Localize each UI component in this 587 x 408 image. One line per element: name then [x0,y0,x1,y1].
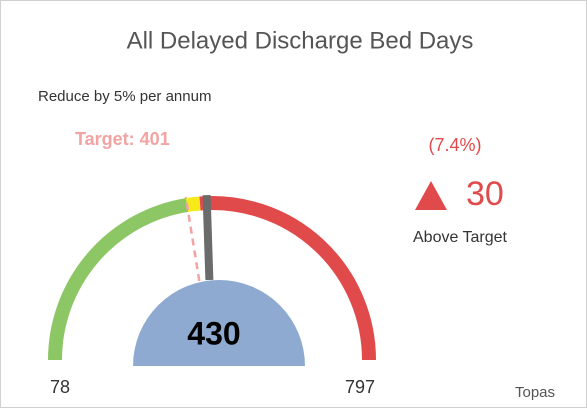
needle [202,194,214,281]
variance-percent: (7.4%) [428,135,481,155]
subtitle: Reduce by 5% per annum [38,88,211,105]
min-label: 78 [50,377,70,397]
gauge-band [48,198,189,361]
footer: Topas [515,384,555,401]
gauge-band [185,196,201,212]
variance-text: Above Target [413,229,508,246]
up-triangle [415,181,447,210]
value-hub [133,280,305,366]
gauge-band [199,196,376,361]
target-label: Target: 401 [75,129,170,149]
max-label: 797 [345,377,375,397]
target-line [184,196,201,282]
value-label: 430 [187,315,240,351]
variance-value: 30 [466,175,504,213]
chart-title: All Delayed Discharge Bed Days [127,27,474,54]
